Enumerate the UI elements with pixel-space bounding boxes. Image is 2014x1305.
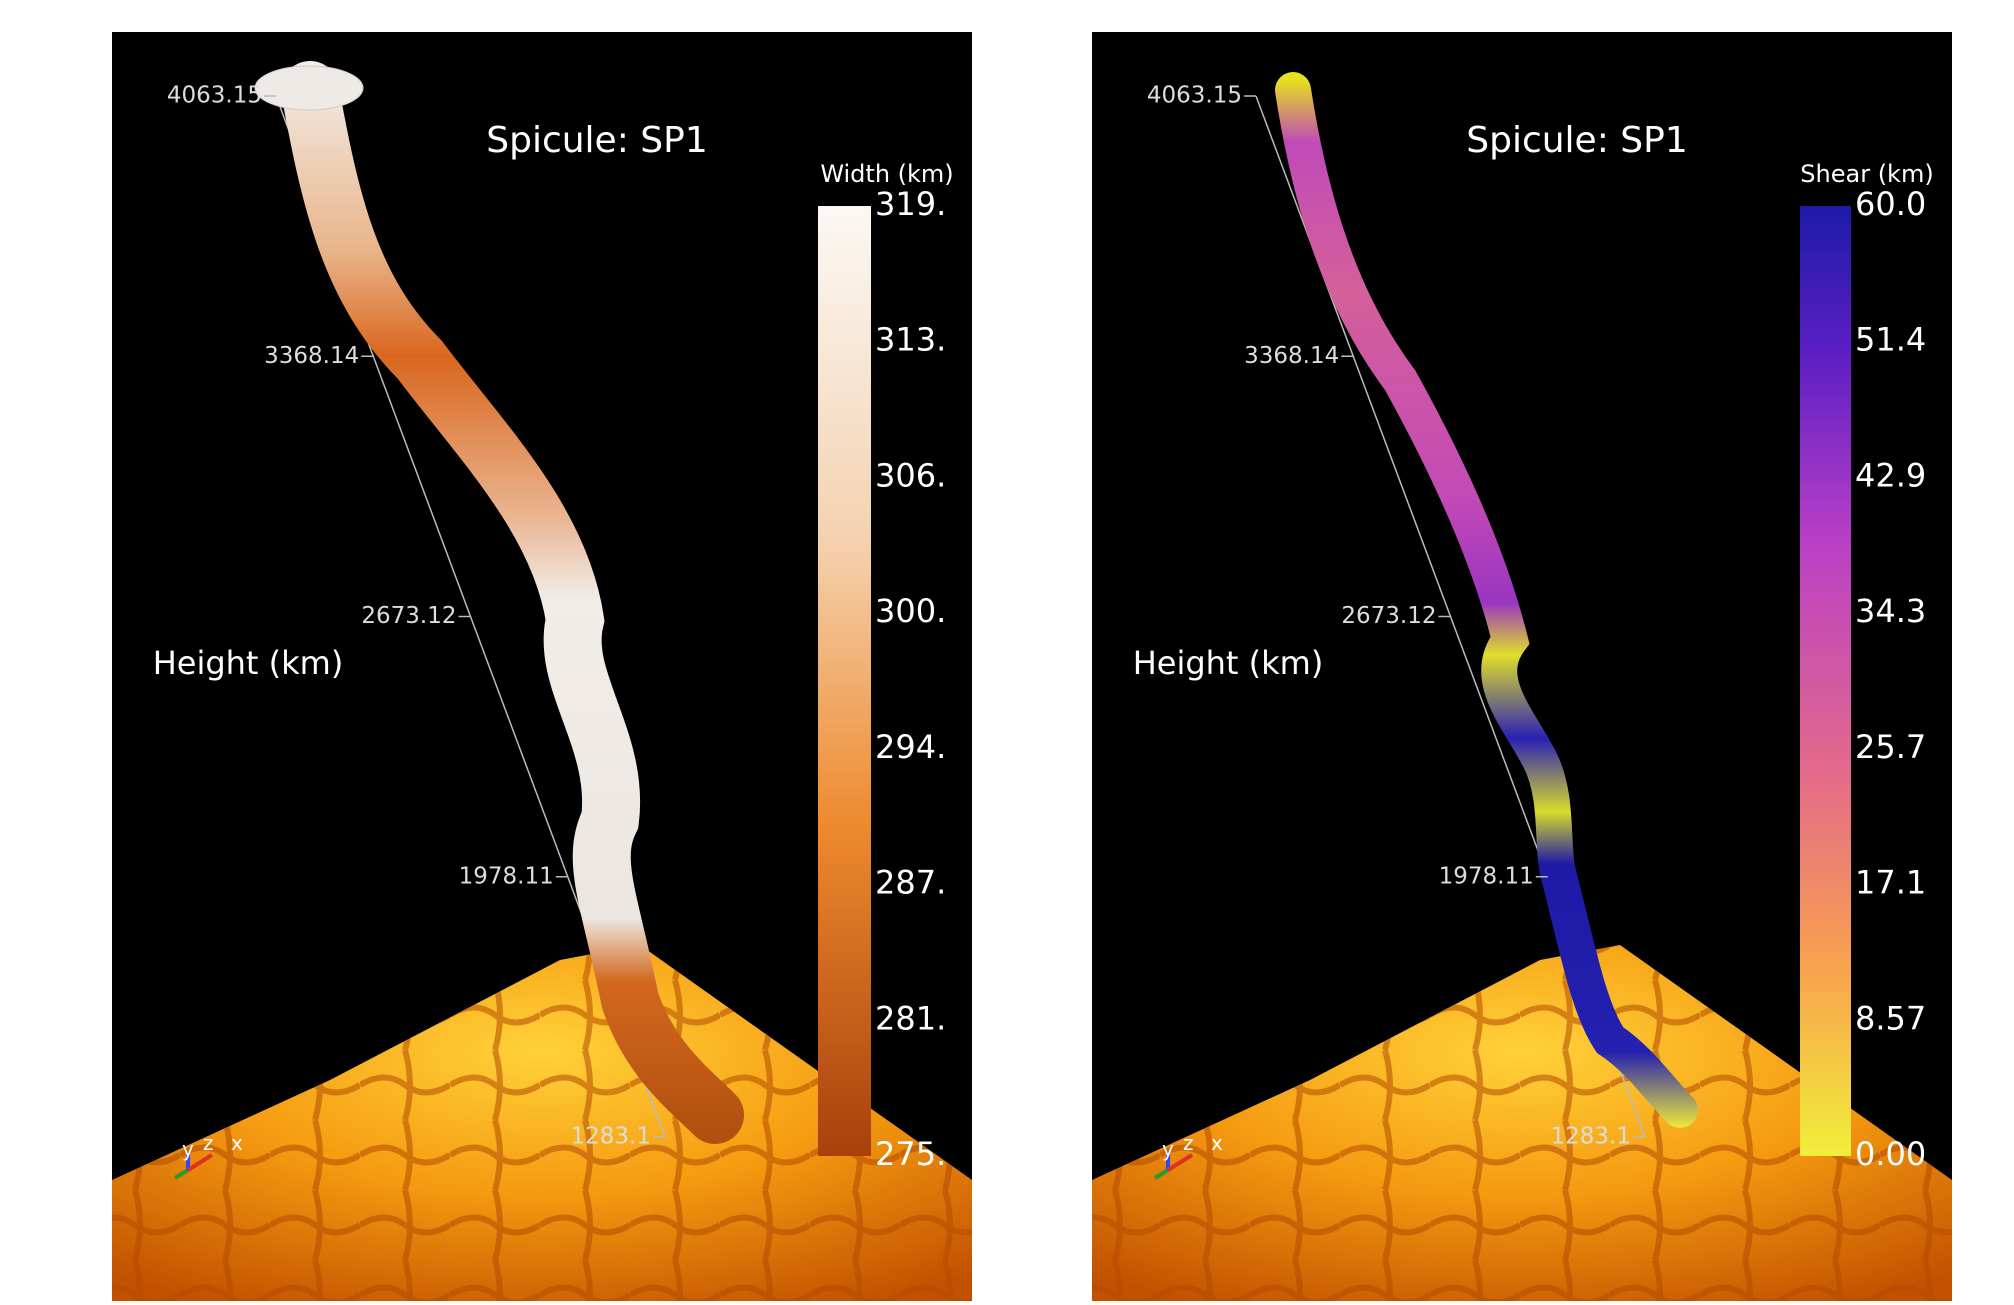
axis-tick-label: 1283.1	[571, 1124, 651, 1150]
triad-label: z	[1183, 1131, 1194, 1155]
colorbar-tick-label: 306.	[875, 456, 946, 494]
colorbar-tick-label: 60.0	[1855, 185, 1926, 223]
colorbar-title: Width (km)	[820, 160, 953, 188]
colorbar-tick-label: 8.57	[1855, 999, 1926, 1037]
panel: Spicule: SP1 Width (km)319. 313. 306. 300. 29…	[112, 32, 972, 1301]
colorbar-tick-label: 42.9	[1855, 456, 1926, 494]
triad-label: x	[231, 1131, 243, 1155]
colorbar-title: Shear (km)	[1800, 160, 1933, 188]
colorbar	[818, 206, 871, 1156]
colorbar-tick-label: 319.	[875, 185, 946, 223]
colorbar-tick-label: 17.1	[1855, 864, 1926, 902]
colorbar-tick-label: 34.3	[1855, 592, 1926, 630]
axis-tick-label: 3368.14	[1244, 343, 1339, 369]
axis-tick-label: 4063.15	[167, 83, 262, 109]
colorbar-tick-label: 294.	[875, 728, 946, 766]
triad-label: y	[182, 1137, 194, 1161]
panel: Spicule: SP1 Shear (km)60.0 51.4 42.9 34.3 25…	[1092, 32, 1952, 1301]
triad-label: y	[1162, 1137, 1174, 1161]
colorbar-tick-label: 281.	[875, 999, 946, 1037]
colorbar-tick-label: 25.7	[1855, 728, 1926, 766]
panel-title: Spicule: SP1	[486, 120, 708, 161]
axis-label: Height (km)	[153, 644, 344, 682]
colorbar-tick-label: 287.	[875, 864, 946, 902]
colorbar-tick-label: 0.00	[1855, 1135, 1926, 1173]
axis-tick-label: 2673.12	[361, 603, 456, 629]
axis-label: Height (km)	[1133, 644, 1324, 682]
triad-label: z	[203, 1131, 214, 1155]
colorbar-tick-label: 51.4	[1855, 321, 1926, 359]
panel-title: Spicule: SP1	[1466, 120, 1688, 161]
axis-tick-label: 1283.1	[1551, 1124, 1631, 1150]
axis-tick-label: 2673.12	[1341, 603, 1436, 629]
page: {"panels":[ {"title":"Spicule: SP1","col…	[0, 0, 2014, 1301]
colorbar	[1800, 206, 1851, 1156]
tube-top	[255, 66, 363, 110]
colorbar-tick-label: 300.	[875, 592, 946, 630]
figure: Spicule: SP1 Width (km)319. 313. 306. 300. 29…	[0, 0, 2014, 1301]
colorbar-tick-label: 275.	[875, 1135, 946, 1173]
axis-tick-label: 1978.11	[459, 863, 554, 889]
axis-tick-label: 3368.14	[264, 343, 359, 369]
axis-tick-label: 4063.15	[1147, 83, 1242, 109]
axis-tick-label: 1978.11	[1439, 863, 1534, 889]
colorbar-tick-label: 313.	[875, 321, 946, 359]
triad-label: x	[1211, 1131, 1223, 1155]
